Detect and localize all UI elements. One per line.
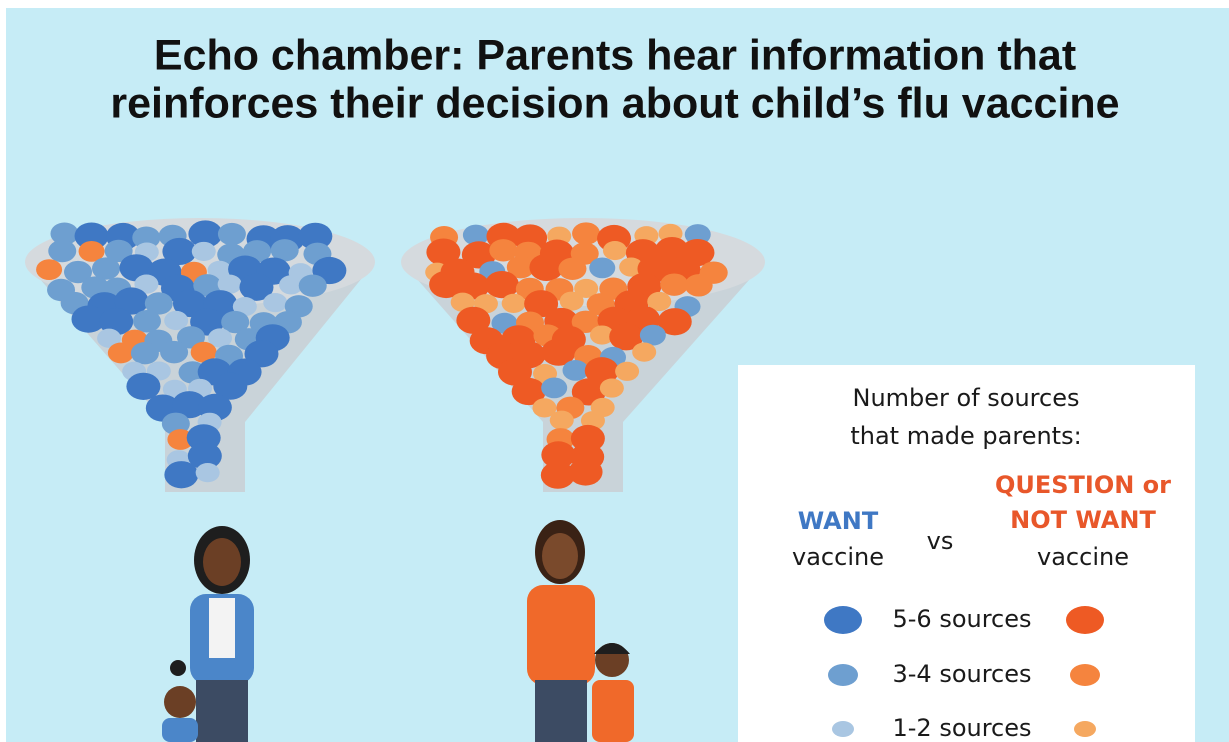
source-dot <box>572 222 600 244</box>
source-dot <box>164 311 188 330</box>
source-dot <box>541 377 567 398</box>
source-dot <box>108 343 134 364</box>
legend-dot <box>1074 721 1096 737</box>
source-dot <box>563 360 589 381</box>
want-label: WANT <box>798 507 879 535</box>
source-dot <box>615 362 639 381</box>
source-dot <box>196 463 220 482</box>
source-dot <box>192 242 216 261</box>
vs: vs <box>927 527 954 555</box>
source-dot <box>685 274 713 296</box>
legend-row: 1-2 sources <box>892 714 1031 742</box>
source-dot <box>160 341 188 363</box>
source-dot <box>164 461 198 488</box>
source-dot <box>299 274 327 296</box>
source-dot <box>589 257 615 278</box>
source-dot <box>603 241 627 260</box>
infographic: Echo chamber: Parents hear information t… <box>0 0 1229 742</box>
legend-dot <box>824 606 862 634</box>
source-dot <box>126 373 160 400</box>
source-dot <box>529 254 563 281</box>
source-dot <box>550 411 574 430</box>
legend-dot <box>1070 664 1100 686</box>
legend-heading: that made parents: <box>850 422 1081 450</box>
title-line: reinforces their decision about child’s … <box>110 79 1119 127</box>
source-dot <box>640 325 666 346</box>
not-want-label: NOT WANT <box>1010 506 1156 534</box>
legend-heading: Number of sources <box>852 384 1079 412</box>
legend-dot <box>832 721 854 737</box>
source-dot <box>263 293 287 312</box>
source-dot <box>632 342 656 361</box>
source-dot <box>660 273 688 295</box>
source-dot <box>502 294 526 313</box>
not-want-label: QUESTION or <box>995 471 1171 499</box>
legend-dot <box>828 664 858 686</box>
not-want-sub: vaccine <box>1037 543 1129 571</box>
source-dot <box>218 223 246 245</box>
source-dot <box>569 458 603 485</box>
page: Echo chamber: Parents hear information t… <box>0 0 1229 742</box>
source-dot <box>36 259 62 280</box>
legend-row: 3-4 sources <box>892 660 1031 688</box>
legend-dot <box>1066 606 1104 634</box>
source-dot <box>600 378 624 397</box>
want-sub: vaccine <box>792 543 884 571</box>
source-dot <box>560 292 584 311</box>
legend: Number of sources that made parents: WAN… <box>738 365 1195 742</box>
legend-row: 5-6 sources <box>892 605 1031 633</box>
source-dot <box>48 240 76 262</box>
title-line: Echo chamber: Parents hear information t… <box>154 31 1076 79</box>
source-dot <box>131 342 159 364</box>
source-dot <box>133 310 161 332</box>
source-dot <box>558 258 586 280</box>
